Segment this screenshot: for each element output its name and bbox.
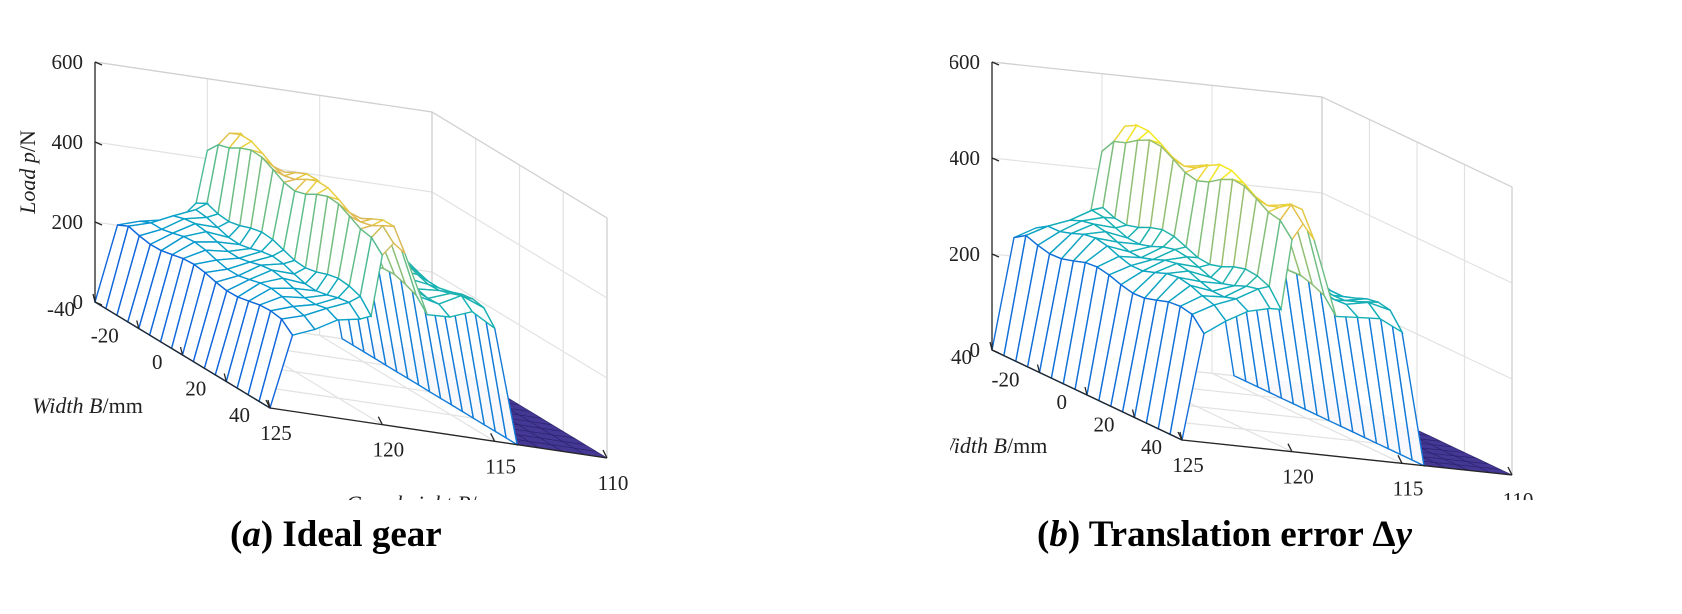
height-tick-mark [1287, 443, 1293, 452]
height-tick-mark [1507, 466, 1513, 476]
width-tick-mark [1036, 364, 1041, 373]
height-tick-label: 125 [260, 421, 292, 445]
width-axis-label: Width B/mm [32, 393, 143, 418]
box-edge [94, 61, 433, 113]
caption-a-text: Ideal gear [282, 514, 442, 555]
z-tick-mark [991, 349, 1000, 354]
z-tick-mark [94, 221, 103, 226]
z-tick-label: 0 [73, 290, 84, 314]
surface-plot-a: 0 200 400 600 -40 -20 0 20 40 125 120 115 110 Load p/… [15, 50, 629, 500]
width-tick-mark [223, 373, 227, 382]
z-tick-label: 200 [950, 242, 980, 266]
width-tick-label: 20 [1094, 413, 1115, 437]
height-tick-label: 120 [373, 438, 405, 462]
surface [94, 132, 608, 459]
z-tick-label: 600 [950, 50, 980, 74]
width-tick-mark [92, 293, 96, 303]
box-edge [1321, 96, 1513, 188]
height-tick-label: 125 [1172, 453, 1204, 477]
height-axis [269, 407, 608, 459]
width-tick-label: 0 [1057, 390, 1068, 414]
z-axis-label: Load p/N [15, 130, 40, 215]
caption-b-text: Translation error Δ [1088, 514, 1396, 555]
height-tick-mark [1177, 431, 1183, 441]
width-tick-label: 0 [152, 350, 163, 374]
height-tick-mark [602, 449, 608, 459]
width-tick-label: 40 [1141, 435, 1162, 459]
caption-b-symbol: y [1395, 514, 1413, 555]
width-tick-label: -20 [91, 324, 119, 348]
height-tick-mark [265, 399, 271, 409]
caption-a: (a) Ideal gear [230, 514, 442, 555]
z-tick-label: 0 [970, 338, 981, 362]
height-tick-label: 115 [485, 454, 516, 478]
height-tick-label: 110 [1503, 488, 1534, 500]
z-tick-mark [991, 157, 1000, 162]
z-tick-label: 400 [950, 146, 980, 170]
width-tick-mark [1084, 386, 1088, 396]
width-axis-label: Width B/mm [950, 433, 1047, 458]
gridline-z [94, 61, 608, 219]
z-tick-mark [94, 61, 103, 66]
z-tick-label: 600 [52, 50, 84, 74]
z-tick-label: 200 [52, 210, 84, 234]
z-tick-label: 400 [52, 130, 84, 154]
box-edge [431, 111, 608, 219]
height-axis-label: Gear height R/mm [346, 491, 511, 500]
z-tick-mark [991, 253, 1000, 258]
caption-b: (b) Translation error Δy [1037, 514, 1413, 555]
gridline-z [991, 61, 1513, 188]
width-tick-label: -20 [992, 368, 1020, 392]
surface [991, 123, 1513, 476]
height-tick-label: 120 [1282, 465, 1314, 489]
height-axis [1181, 439, 1513, 476]
width-tick-label: 20 [185, 377, 206, 401]
caption-b-letter: b [1049, 514, 1068, 555]
z-tick-mark [94, 301, 103, 306]
height-tick-mark [1397, 455, 1403, 464]
width-tick-label: -40 [47, 297, 75, 321]
width-tick-mark [989, 341, 993, 351]
width-tick-mark [136, 320, 140, 329]
height-tick-label: 110 [598, 471, 629, 495]
box-edge [991, 61, 1323, 98]
chart-panel-a: 0 200 400 600 -40 -20 0 20 40 125 120 115 110 Load p/… [0, 0, 780, 614]
z-tick-mark [94, 141, 103, 146]
caption-a-letter: a [242, 514, 261, 555]
height-tick-mark [377, 416, 383, 425]
width-tick-mark [1131, 409, 1136, 418]
height-tick-mark [490, 433, 496, 442]
width-tick-mark [179, 346, 184, 356]
z-tick-mark [991, 61, 1000, 66]
width-tick-label: -40 [950, 345, 972, 369]
height-tick-label: 115 [1393, 476, 1424, 500]
width-tick-label: 40 [229, 403, 250, 427]
